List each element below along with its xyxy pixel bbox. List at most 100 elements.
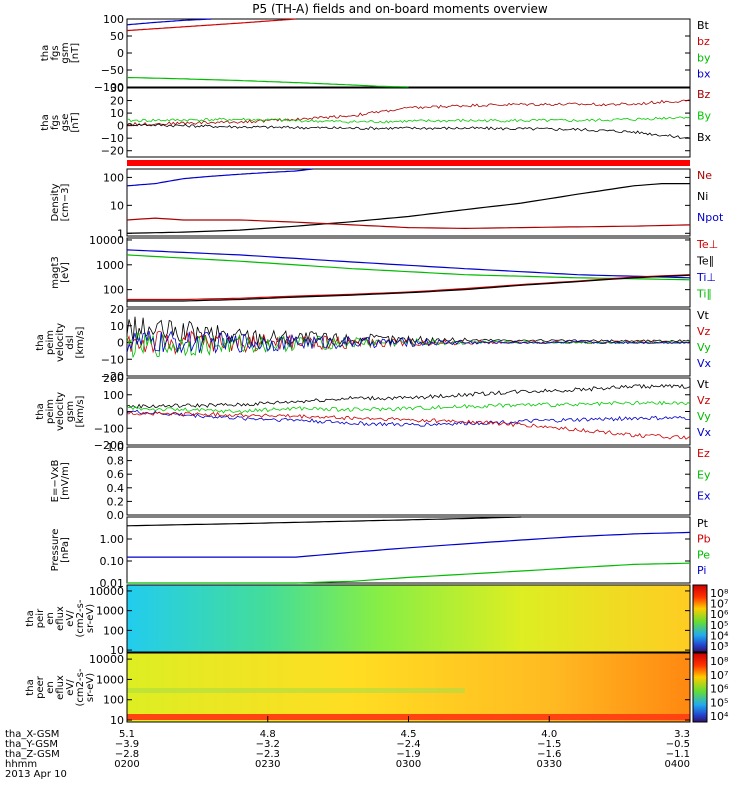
y-axis-label: thapeerenefluxeV/(cm2-s-sr-eV): [25, 668, 96, 706]
series-line-Vt: [126, 383, 691, 409]
colorbar-tick-label: 10⁴: [710, 710, 729, 723]
legend-label: Npot: [697, 211, 724, 224]
y-axis-label: E=−VxB[mV/m]: [50, 460, 71, 503]
series-line-Pt: [126, 516, 522, 527]
y-axis-label: thafgsgsm[nT]: [40, 42, 81, 63]
legend-label: Bt: [697, 19, 710, 32]
x-tick-label: −1.9: [396, 749, 420, 760]
legend-label: bz: [697, 35, 710, 48]
y-tick-label: 20: [110, 95, 124, 108]
colorbar: [692, 652, 708, 723]
x-tick-label: −1.6: [537, 749, 561, 760]
y-tick-label: 100: [103, 694, 124, 707]
series-line-Vx: [126, 409, 690, 427]
y-tick-label: 100: [103, 284, 124, 297]
colorbar: [692, 584, 708, 653]
y-axis-label: thapeirenefluxeV/(cm2-s-sr-eV): [25, 599, 96, 637]
panel-frame: [126, 87, 691, 158]
colorbar-tick-label: 10⁷: [710, 598, 728, 611]
y-axis-label: magt3[eV]: [50, 256, 71, 289]
legend-label: Vx: [697, 426, 712, 439]
x-tick-label: 0230: [255, 759, 280, 770]
y-axis-label: thapeimvelocitydsl[km/s]: [35, 323, 86, 362]
y-tick-label: 0: [117, 337, 124, 350]
legend-label: Vz: [697, 394, 711, 407]
y-tick-label: 1.00: [100, 533, 125, 546]
legend-label: Pb: [697, 533, 711, 546]
series-line-Bx: [126, 122, 691, 139]
orbit-row-label: 2013 Apr 10: [5, 769, 67, 780]
legend-label: by: [697, 51, 711, 64]
y-tick-label: −20: [101, 370, 124, 383]
series-line-Npot: [126, 168, 313, 187]
panel-frame: [126, 18, 691, 88]
x-tick-label: 3.3: [674, 729, 690, 740]
legend-label: Vy: [697, 341, 711, 354]
series-line-by: [126, 76, 409, 88]
y-tick-label: 100: [103, 171, 124, 184]
panel-frame: [126, 168, 691, 237]
figure-title: P5 (TH-A) fields and on-board moments ov…: [252, 2, 548, 16]
legend-label: Ti⊥: [696, 271, 716, 284]
y-tick-label: 1.0: [107, 441, 125, 454]
panel-efield: 1.00.80.60.40.20.0 E=−VxB[mV/m] Ez Ey Ex: [50, 441, 711, 522]
y-tick-label: 0: [117, 120, 124, 133]
y-tick-label: 10: [110, 199, 124, 212]
orbit-row-label: tha_Z-GSM: [5, 749, 60, 760]
panel-density: 100 10 1 Density[cm−3] Ne Ni Npot: [50, 168, 724, 240]
legend-label: Vx: [697, 357, 712, 370]
y-tick-label: 0: [117, 406, 124, 419]
series-line-bx: [126, 18, 212, 26]
colorbar-tick-label: 10⁴: [710, 629, 729, 642]
y-tick-label: 1000: [96, 673, 124, 686]
spectrogram-band: [127, 688, 465, 693]
x-tick-label: −2.8: [115, 749, 139, 760]
x-tick-label: 0300: [396, 759, 421, 770]
legend-label: Vz: [697, 325, 711, 338]
y-tick-label: −100: [94, 422, 124, 435]
panel-fgs_gsm: 100 50 0 −50 −100 thafgsgsm[nT] Bt bz by bx: [40, 13, 711, 94]
legend-label: Ey: [697, 468, 711, 481]
x-tick-label: −1.1: [666, 749, 690, 760]
y-tick-label: 30: [110, 82, 124, 95]
colorbar-tick-label: 10⁷: [710, 669, 728, 682]
x-tick-label: 0200: [114, 759, 139, 770]
spectrogram-image: [127, 653, 690, 722]
series-line-Pe: [127, 562, 691, 584]
legend-label: bx: [697, 68, 711, 81]
panel-pressure: 1.00 0.10 0.01 Pressure[nPa] Pt Pb Pe Pi: [50, 516, 711, 590]
colorbar-tick-label: 10⁸: [710, 655, 729, 668]
y-tick-label: 100: [103, 13, 124, 26]
x-tick-label: 4.8: [260, 729, 276, 740]
x-tick-label: −1.5: [537, 739, 561, 750]
x-tick-label: 5.1: [119, 729, 135, 740]
panel-peim_velocity_dsl: 20 10 0 −10 −20 thapeimvelocitydsl[km/s] Vt Vz V…: [35, 303, 712, 383]
legend-label: Ti∥: [696, 287, 712, 300]
y-tick-label: 50: [110, 30, 124, 43]
legend-label: Te⊥: [696, 238, 718, 251]
y-tick-label: 10000: [89, 653, 124, 666]
legend-label: Te∥: [696, 254, 714, 267]
y-tick-label: 0.0: [107, 509, 125, 522]
legend-label: Ne: [697, 169, 712, 182]
colorbar-tick-label: 10⁶: [710, 608, 729, 621]
panel-frame: [126, 584, 691, 653]
x-tick-label: −2.4: [396, 739, 420, 750]
y-tick-label: −200: [94, 439, 124, 452]
colorbar-tick-label: 10⁵: [710, 619, 728, 632]
y-tick-label: 100: [103, 624, 124, 637]
x-tick-label: −2.3: [256, 749, 280, 760]
panel-frame: [126, 237, 691, 308]
y-tick-label: −10: [101, 353, 124, 366]
panel-frame: [126, 377, 691, 446]
legend-label: Ez: [697, 447, 710, 460]
legend-label: Pt: [697, 517, 709, 530]
y-tick-label: 10: [110, 107, 124, 120]
legend-label: Ni: [697, 190, 708, 203]
y-tick-label: 1000: [96, 605, 124, 618]
y-tick-label: 20: [110, 303, 124, 316]
legend-label: Bx: [697, 131, 712, 144]
